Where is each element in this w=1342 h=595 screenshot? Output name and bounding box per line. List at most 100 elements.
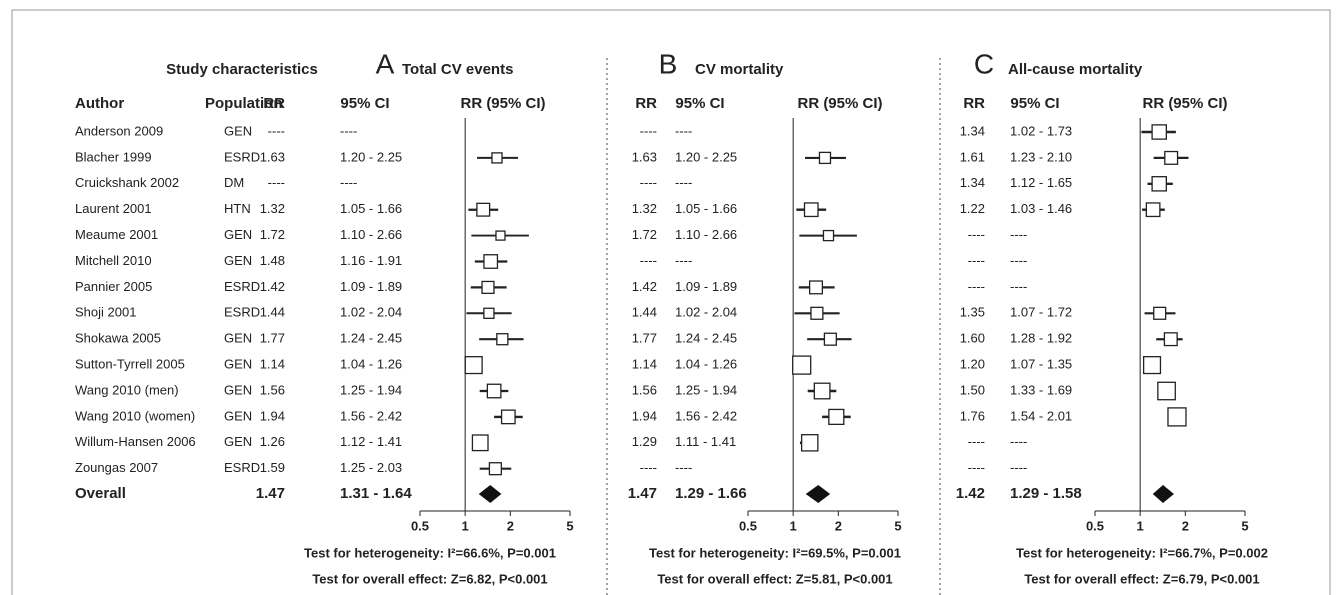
effect-square [495,230,506,241]
population: GEN [224,382,252,397]
effect-square [486,383,502,399]
rr-value: 1.94 [632,408,657,423]
effect-square [483,254,499,269]
ci-value: ---- [675,123,692,138]
rr-value: 1.63 [632,149,657,164]
rr-value: 1.35 [960,305,985,320]
ci-value: 1.04 - 1.26 [340,357,402,372]
ci-value: ---- [1010,227,1027,242]
x-tick-label: 2 [1182,518,1189,533]
x-tick-label: 5 [1241,518,1248,533]
population: GEN [224,227,252,242]
overall-rr: 1.42 [956,485,985,502]
effect-square [488,462,502,476]
effect-square [800,434,819,452]
ci-value: 1.20 - 2.25 [675,149,737,164]
heterogeneity-test: Test for heterogeneity: I²=66.6%, P=0.00… [304,545,556,560]
column-header: RR [263,95,285,112]
ci-value: 1.23 - 2.10 [1010,149,1072,164]
ci-value: 1.09 - 1.89 [340,279,402,294]
effect-square [813,382,831,400]
x-tick-label: 0.5 [739,518,757,533]
population: GEN [224,331,252,346]
column-header: 95% CI [675,95,724,112]
rr-value: 1.34 [960,123,985,138]
ci-value: 1.10 - 2.66 [340,227,402,242]
rr-value: 1.26 [260,434,285,449]
column-header: 95% CI [1010,95,1059,112]
effect-square [1151,124,1167,140]
effect-square [464,356,483,375]
ci-value: 1.11 - 1.41 [675,434,736,449]
overall-rr: 1.47 [628,485,657,502]
panel-letter: C [974,48,994,79]
ci-value: 1.07 - 1.72 [1010,305,1072,320]
heterogeneity-test: Test for heterogeneity: I²=69.5%, P=0.00… [649,545,901,560]
author: Mitchell 2010 [75,253,152,268]
effect-square [1164,150,1179,165]
rr-value: ---- [968,279,985,294]
ci-value: 1.04 - 1.26 [675,357,737,372]
rr-value: 1.42 [632,279,657,294]
ci-value: ---- [675,460,692,475]
ci-value: 1.28 - 1.92 [1010,331,1072,346]
rr-value: 1.44 [260,305,285,320]
column-header: RR [635,95,657,112]
overall-ci: 1.29 - 1.58 [1010,485,1082,502]
author: Wang 2010 (women) [75,408,195,423]
author: Wang 2010 (men) [75,382,179,397]
author: Zoungas 2007 [75,460,158,475]
ci-value: 1.02 - 2.04 [340,305,402,320]
overall-effect-test: Test for overall effect: Z=6.82, P<0.001 [312,571,547,586]
ci-value: 1.07 - 1.35 [1010,357,1072,372]
author: Meaume 2001 [75,227,158,242]
population: GEN [224,357,252,372]
x-tick-label: 0.5 [411,518,429,533]
x-tick-label: 1 [1137,518,1144,533]
rr-value: 1.72 [632,227,657,242]
rr-value: 1.50 [960,382,985,397]
population: GEN [224,253,252,268]
author: Willum-Hansen 2006 [75,434,196,449]
overall-ci: 1.29 - 1.66 [675,485,747,502]
author: Sutton-Tyrrell 2005 [75,357,185,372]
ci-value: 1.56 - 2.42 [675,408,737,423]
ci-value: 1.54 - 2.01 [1010,408,1072,423]
rr-value: 1.14 [632,357,657,372]
rr-value: ---- [640,175,657,190]
ci-value: 1.25 - 1.94 [340,382,402,397]
x-tick-label: 2 [835,518,842,533]
author: Laurent 2001 [75,201,152,216]
rr-value: 1.56 [260,382,285,397]
ci-value: 1.02 - 1.73 [1010,123,1072,138]
rr-value: 1.32 [632,201,657,216]
effect-square [496,333,509,346]
ci-value: 1.12 - 1.65 [1010,175,1072,190]
ci-value: ---- [675,175,692,190]
ci-value: 1.12 - 1.41 [340,434,402,449]
rr-value: 1.77 [260,331,285,346]
ci-value: ---- [1010,253,1027,268]
author: Blacher 1999 [75,149,152,164]
effect-square [491,152,503,164]
effect-square [476,202,491,217]
panel-letter: B [659,48,678,79]
effect-square [471,434,489,452]
panel-letter: A [376,48,395,79]
rr-value: 1.22 [960,201,985,216]
ci-value: 1.05 - 1.66 [340,201,402,216]
ci-value: ---- [1010,279,1027,294]
effect-square [1163,332,1178,347]
overall-effect-test: Test for overall effect: Z=5.81, P<0.001 [657,571,892,586]
population: DM [224,175,244,190]
ci-value: 1.16 - 1.91 [340,253,402,268]
rr-value: 1.34 [960,175,985,190]
x-tick-label: 1 [462,518,469,533]
rr-value: 1.32 [260,201,285,216]
population: GEN [224,408,252,423]
rr-value: ---- [968,460,985,475]
effect-square [1145,202,1161,218]
rr-value: 1.42 [260,279,285,294]
effect-square [483,307,495,319]
